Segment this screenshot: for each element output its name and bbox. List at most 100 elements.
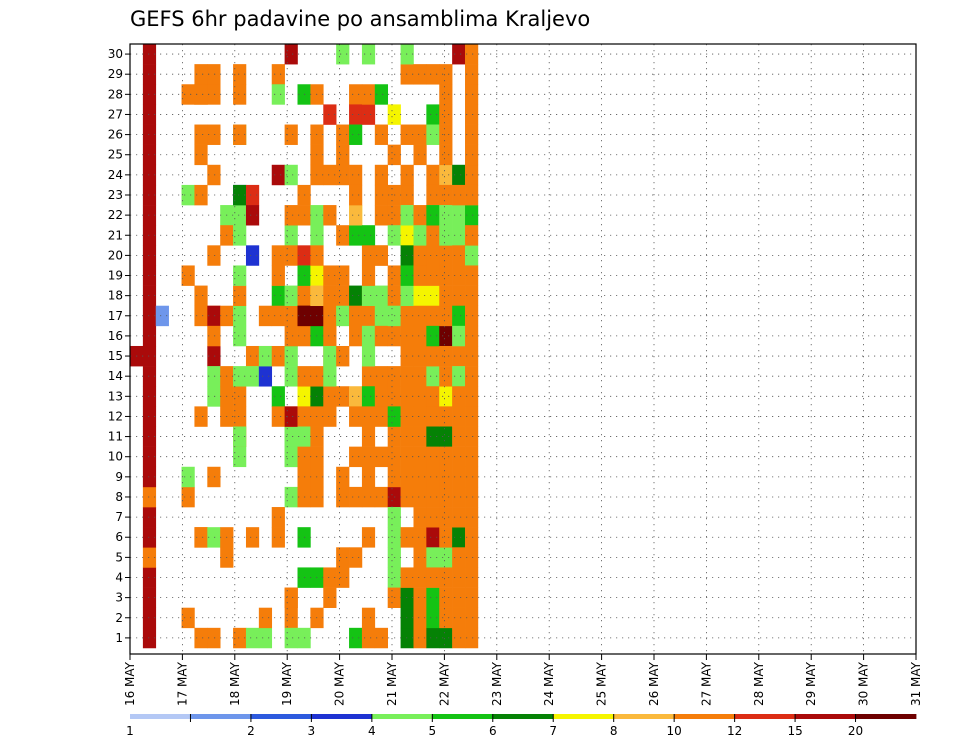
heatmap-cell (465, 265, 479, 286)
heatmap-cell (465, 587, 479, 608)
heatmap-cell (374, 386, 389, 407)
heatmap-cell (452, 285, 466, 307)
y-tick-label: 15 (108, 349, 123, 363)
heatmap-cell (465, 245, 479, 266)
x-tick-label: 18 MAY (228, 661, 242, 706)
heatmap-cell (336, 124, 350, 145)
heatmap-cell (413, 426, 427, 447)
heatmap-cell (361, 486, 376, 508)
heatmap-cell (271, 527, 285, 548)
heatmap-cell (374, 486, 389, 508)
heatmap-cell (323, 104, 337, 125)
heatmap-cell (284, 225, 298, 246)
heatmap-cell (413, 587, 427, 608)
heatmap-cell (426, 345, 440, 367)
heatmap-cell (426, 607, 440, 629)
heatmap-cell (142, 627, 157, 649)
heatmap-cell (284, 366, 298, 387)
heatmap-cell (142, 205, 157, 226)
heatmap-cell (245, 245, 260, 266)
heatmap-cell (374, 205, 389, 226)
heatmap-cell (323, 164, 337, 186)
heatmap-cell (349, 486, 363, 508)
heatmap-cell (413, 64, 427, 85)
y-tick-label: 9 (115, 470, 123, 484)
y-tick-label: 7 (115, 510, 123, 524)
heatmap-cell (452, 527, 466, 548)
y-tick-label: 22 (108, 208, 123, 222)
heatmap-cell (336, 44, 350, 65)
heatmap-cell (465, 124, 479, 145)
heatmap-cell (452, 366, 466, 387)
heatmap-cell (233, 285, 247, 307)
heatmap-cell (142, 507, 157, 528)
heatmap-cell (284, 44, 298, 65)
heatmap-cell (413, 486, 427, 508)
colorbar-swatch (674, 714, 736, 719)
heatmap-cell (271, 507, 285, 528)
heatmap-cell (284, 607, 298, 629)
heatmap-cell (426, 426, 440, 447)
x-tick-label: 26 MAY (647, 661, 661, 706)
x-tick-label: 28 MAY (752, 661, 766, 706)
heatmap-cell (194, 305, 208, 327)
heatmap-cell (349, 285, 363, 307)
heatmap-cell (426, 285, 440, 307)
heatmap-cell (413, 406, 427, 427)
heatmap-cell (207, 627, 221, 649)
x-tick-label: 30 MAY (857, 661, 871, 706)
heatmap-cells (130, 44, 479, 649)
heatmap-cell (452, 164, 466, 186)
heatmap-cell (181, 265, 195, 286)
heatmap-cell (439, 366, 453, 387)
heatmap-cell (465, 406, 479, 427)
heatmap-cell (194, 627, 208, 649)
heatmap-cell (439, 144, 453, 166)
colorbar-swatch (553, 714, 615, 719)
heatmap-cell (233, 446, 247, 468)
heatmap-cell (465, 366, 479, 387)
y-tick-label: 25 (108, 148, 123, 162)
heatmap-cell (413, 205, 427, 226)
y-tick-label: 13 (108, 389, 123, 403)
heatmap-cell (271, 345, 285, 367)
heatmap-cell (284, 124, 298, 145)
heatmap-cell (361, 225, 376, 246)
heatmap-cell (336, 285, 350, 307)
heatmap-cell (181, 84, 195, 105)
colorbar-label: 5 (428, 724, 436, 738)
heatmap-cell (426, 386, 440, 407)
colorbar-swatch (130, 714, 191, 719)
heatmap-cell (439, 84, 453, 105)
heatmap-cell (439, 225, 453, 246)
y-tick-label: 8 (115, 490, 123, 504)
heatmap-cell (465, 527, 479, 548)
heatmap-cell (465, 225, 479, 246)
heatmap-cell (336, 486, 350, 508)
heatmap-cell (465, 64, 479, 85)
heatmap-cell (207, 366, 221, 387)
heatmap-cell (413, 627, 427, 649)
colorbar-label: 6 (489, 724, 497, 738)
x-tick-label: 17 MAY (175, 661, 189, 706)
heatmap-cell (194, 64, 208, 85)
heatmap-cell (439, 466, 453, 488)
heatmap-cell (465, 285, 479, 307)
heatmap-cell (452, 567, 466, 588)
heatmap-cell (452, 547, 466, 568)
heatmap-cell (142, 406, 157, 427)
heatmap-cell (349, 627, 363, 649)
heatmap-cell (413, 607, 427, 629)
heatmap-cell (194, 527, 208, 548)
x-tick-label: 21 MAY (385, 661, 399, 706)
heatmap-cell (349, 164, 363, 186)
heatmap-cell (142, 225, 157, 246)
heatmap-cell (413, 124, 427, 145)
x-tick-label: 25 MAY (595, 661, 609, 706)
heatmap-cell (452, 305, 466, 327)
colorbar-label: 12 (727, 724, 742, 738)
heatmap-cell (374, 84, 389, 105)
heatmap-cell (374, 124, 389, 145)
heatmap-cell (465, 205, 479, 226)
